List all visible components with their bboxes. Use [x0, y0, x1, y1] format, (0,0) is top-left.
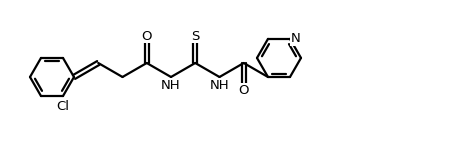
Text: N: N [291, 32, 301, 45]
Text: O: O [238, 84, 249, 97]
Text: Cl: Cl [56, 100, 69, 113]
Text: S: S [191, 30, 200, 43]
Text: O: O [142, 30, 152, 43]
Text: NH: NH [161, 78, 181, 91]
Text: NH: NH [210, 78, 229, 91]
